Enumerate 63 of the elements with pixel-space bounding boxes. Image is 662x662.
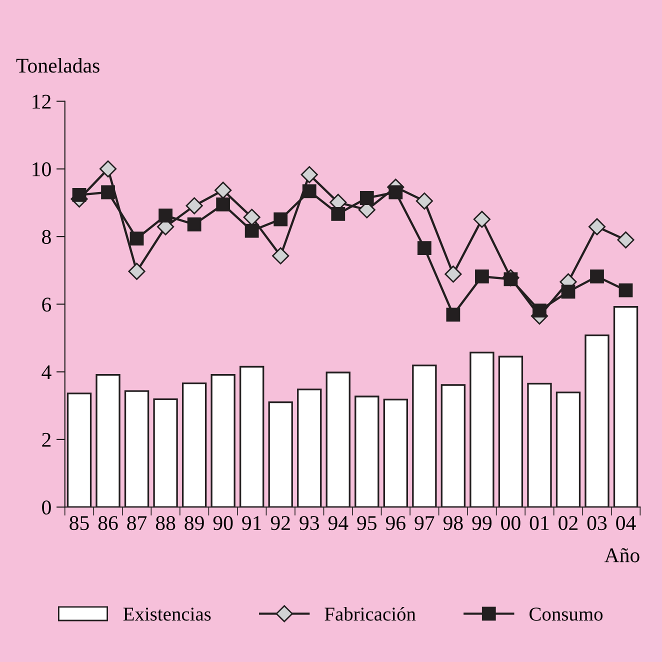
point [532,304,546,318]
y-tick-label: 0 [42,500,51,515]
x-tick-label: 93 [300,516,319,530]
x-tick-label: 87 [127,516,147,530]
point [244,224,259,238]
point [618,283,633,298]
y-axis-title: Toneladas [16,58,100,73]
point [274,212,288,226]
x-tick-label: 03 [587,516,607,530]
point [272,247,290,264]
point [302,184,316,198]
legend-label: Existencias [123,608,211,621]
x-axis-title: Año [604,548,640,562]
point [388,185,403,200]
x-tick-label: 89 [184,516,204,530]
x-tick-label: 85 [70,516,89,530]
point [186,197,203,214]
point [158,208,172,223]
point [590,270,604,284]
point [475,270,489,284]
point [444,266,462,283]
point [99,160,117,178]
point [446,308,460,322]
point [561,284,576,299]
x-tick-label: 95 [357,516,376,530]
point [72,188,86,202]
point [360,191,374,205]
x-tick-label: 88 [156,516,176,530]
point [588,218,606,236]
x-tick-label: 94 [328,516,348,530]
point [243,208,260,226]
point [214,182,232,199]
x-tick-label: 01 [530,516,549,530]
point [473,210,491,228]
x-tick-label: 04 [616,516,636,530]
point [331,206,346,221]
x-tick-label: 98 [443,516,463,530]
point [416,192,433,210]
point [617,231,634,248]
y-tick-label: 2 [42,432,51,447]
x-tick-label: 92 [270,516,290,530]
x-tick-label: 91 [242,516,262,530]
x-tick-label: 99 [472,516,492,530]
point [128,262,146,280]
point [101,185,115,200]
x-tick-label: 96 [386,516,406,530]
x-tick-label: 02 [558,516,578,530]
y-tick-label: 10 [32,162,51,176]
y-tick-label: 4 [42,365,52,380]
y-tick-label: 6 [42,298,52,312]
x-tick-label: 90 [213,516,233,530]
x-tick-label: 00 [501,516,520,530]
x-tick-label: 86 [98,516,118,530]
point [300,166,318,184]
legend-label: Consumo [530,608,603,621]
point [130,232,144,246]
y-tick-label: 8 [42,230,51,244]
point [216,197,230,212]
legend-label: Fabricación [324,606,416,621]
point [187,217,202,232]
x-tick-label: 97 [414,516,434,530]
y-tick-label: 12 [32,94,51,109]
point [417,241,432,255]
